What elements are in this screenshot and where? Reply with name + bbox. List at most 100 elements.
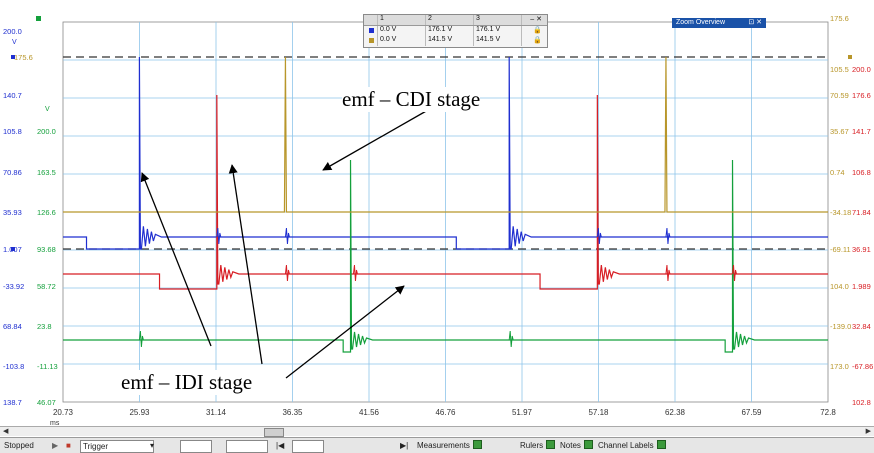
trace-gold — [63, 56, 828, 213]
prev-icon[interactable]: |◀ — [276, 441, 285, 450]
transient — [138, 330, 144, 348]
x-tick-label: 51.97 — [512, 408, 533, 417]
notes-label: Notes — [560, 441, 581, 450]
axis-labels: 20.73 25.93 31.14 36.35 41.56 46.76 51.97 57.18… — [3, 14, 873, 426]
annotation-arrow — [322, 109, 429, 171]
green-scale-label: 23.8 — [37, 322, 52, 331]
right-inner-scale-label: 173.0 — [830, 362, 849, 371]
scroll-right-icon[interactable]: ▶ — [865, 428, 871, 435]
buffer-field[interactable] — [292, 440, 324, 453]
next-icon[interactable]: ▶| — [400, 441, 409, 450]
measurement-cell: 141.5 V — [426, 36, 474, 46]
annotation-arrow — [228, 164, 263, 365]
transient — [732, 264, 737, 282]
chevron-down-icon[interactable]: ▾ — [150, 441, 155, 450]
transient — [665, 264, 671, 282]
measurement-cell: 0.0 V — [378, 26, 426, 36]
measurements-toggle[interactable]: Measurements — [417, 440, 482, 451]
trace-blue — [63, 56, 828, 250]
waveform-traces — [63, 56, 828, 353]
green-scale-label: 93.68 — [37, 245, 56, 254]
green-scale-label: 126.6 — [37, 208, 56, 217]
right-inner-scale-label: 70.59 — [830, 91, 849, 100]
blue-scale-label: 138.7 — [3, 398, 22, 407]
delay-field[interactable] — [226, 440, 268, 453]
transient — [665, 227, 671, 245]
scroll-thumb[interactable] — [264, 428, 284, 437]
measurement-cell: 141.5 V — [474, 36, 522, 46]
green-scale-label: 200.0 — [37, 127, 56, 136]
right-outer-scale-label: -67.86 — [852, 362, 873, 371]
right-outer-scale-label: 71.84 — [852, 208, 871, 217]
annotation-arrows — [140, 109, 429, 379]
measurement-row: 0.0 V 141.5 V 141.5 V 🔒 — [364, 36, 547, 46]
horizontal-scrollbar[interactable]: ◀ ▶ — [0, 426, 874, 437]
x-tick-label: 31.14 — [206, 408, 227, 417]
checkbox-icon — [656, 440, 666, 449]
measurements-table[interactable]: 1 2 3 – ✕ 0.0 V 176.1 V 176.1 V 🔒 0.0 V … — [363, 14, 548, 48]
blue-scale-label: 200.0 — [3, 27, 22, 36]
zoom-overview-title: Zoom Overview — [676, 19, 726, 26]
checkbox-icon — [583, 440, 593, 449]
green-scale-label: 46.07 — [37, 398, 56, 407]
channel-icon — [36, 16, 41, 21]
measurement-cell: 176.1 V — [474, 26, 522, 36]
zoom-overview-panel[interactable]: Zoom Overview ⊡ ✕ — [672, 18, 766, 28]
transient — [216, 227, 222, 245]
checkbox-icon — [546, 440, 556, 449]
transient — [508, 330, 514, 348]
measurement-row: 0.0 V 176.1 V 176.1 V 🔒 — [364, 26, 547, 36]
trigger-dropdown[interactable]: Trigger — [80, 440, 154, 453]
notes-toggle[interactable]: Notes — [560, 440, 593, 451]
blue-scale-label: 68.84 — [3, 322, 22, 331]
right-outer-scale-label: 176.6 — [852, 91, 871, 100]
x-tick-label: 72.8 — [820, 408, 836, 417]
green-scale-label: -11.13 — [37, 362, 58, 371]
right-inner-scale-label: 104.0 — [830, 282, 849, 291]
x-tick-label: 46.76 — [435, 408, 456, 417]
measurements-label: Measurements — [417, 441, 470, 450]
time-unit-label: ms — [50, 420, 60, 426]
green-unit-label: V — [45, 106, 50, 113]
scroll-left-icon[interactable]: ◀ — [3, 428, 9, 435]
oscilloscope-view: 20.73 25.93 31.14 36.35 41.56 46.76 51.97 57.18… — [3, 14, 873, 426]
channel-swatch-gold — [369, 38, 374, 43]
transient — [596, 227, 602, 245]
lock-icon[interactable]: 🔒 — [533, 27, 542, 34]
stop-icon[interactable]: ■ — [66, 441, 71, 450]
close-icon[interactable]: – ✕ — [530, 16, 542, 23]
checkbox-icon — [472, 440, 482, 449]
marker-icon — [11, 247, 15, 251]
right-inner-scale-label: 105.5 — [830, 65, 849, 74]
right-inner-scale-label: 175.6 — [830, 14, 849, 23]
measurement-cell: 176.1 V — [426, 26, 474, 36]
blue-unit-label: V — [12, 39, 17, 46]
right-outer-scale-label: 1.989 — [852, 282, 871, 291]
channel-swatch-blue — [369, 28, 374, 33]
trace-red — [63, 94, 828, 290]
green-scale-label: 163.5 — [37, 168, 56, 177]
channel-labels-label: Channel Labels — [598, 441, 654, 450]
marker-left-label: 175.6 — [14, 53, 33, 62]
lock-icon[interactable]: 🔒 — [533, 37, 542, 44]
measurements-header: 1 2 3 – ✕ — [364, 15, 547, 26]
play-icon[interactable]: ▶ — [52, 441, 59, 450]
zoom-overview-controls[interactable]: ⊡ ✕ — [748, 19, 762, 26]
channel-labels-toggle[interactable]: Channel Labels — [598, 440, 666, 451]
measurement-col-1: 1 — [378, 15, 426, 25]
transient — [352, 264, 358, 282]
blue-scale-label: -33.92 — [3, 282, 24, 291]
blue-scale-label: 35.93 — [3, 208, 22, 217]
marker-icon — [848, 55, 852, 59]
trigger-level-field[interactable] — [180, 440, 212, 453]
trace-green — [63, 159, 828, 353]
marker-icon — [11, 55, 15, 59]
measurement-col-2: 2 — [426, 15, 474, 25]
annotation-idi-stage: emf – IDI stage — [121, 370, 253, 395]
x-tick-label: 25.93 — [129, 408, 150, 417]
green-scale-label: 58.72 — [37, 282, 56, 291]
rulers-toggle[interactable]: Rulers — [520, 440, 556, 451]
x-tick-label: 57.18 — [588, 408, 609, 417]
x-tick-label: 67.59 — [741, 408, 762, 417]
right-inner-scale-label: -139.0 — [830, 322, 851, 331]
